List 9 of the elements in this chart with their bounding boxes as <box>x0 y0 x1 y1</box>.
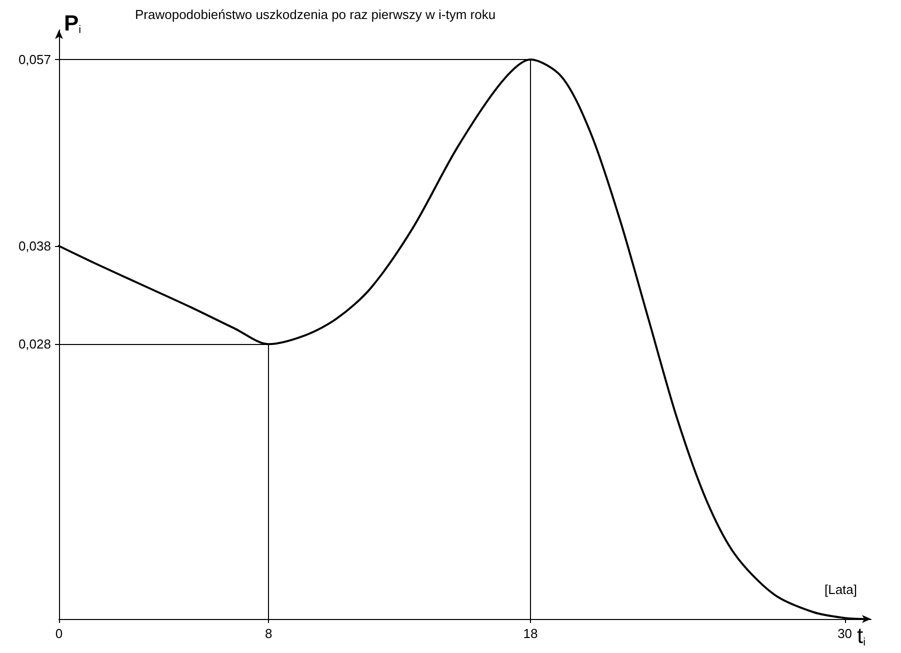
y-tick-label: 0,038 <box>18 238 51 254</box>
x-tick-label: 8 <box>264 626 272 641</box>
x-axis-title: [Lata] <box>824 582 858 597</box>
x-tick-label: 30 <box>838 626 852 641</box>
chart-title: Prawopodobieństwo uszkodzenia po raz pierwszy w i-tym roku <box>135 7 496 22</box>
x-tick-label: 0 <box>55 626 63 641</box>
x-tick-label: 18 <box>523 626 538 641</box>
y-tick-label: 0,028 <box>18 336 51 352</box>
y-tick-label: 0,057 <box>18 52 51 67</box>
